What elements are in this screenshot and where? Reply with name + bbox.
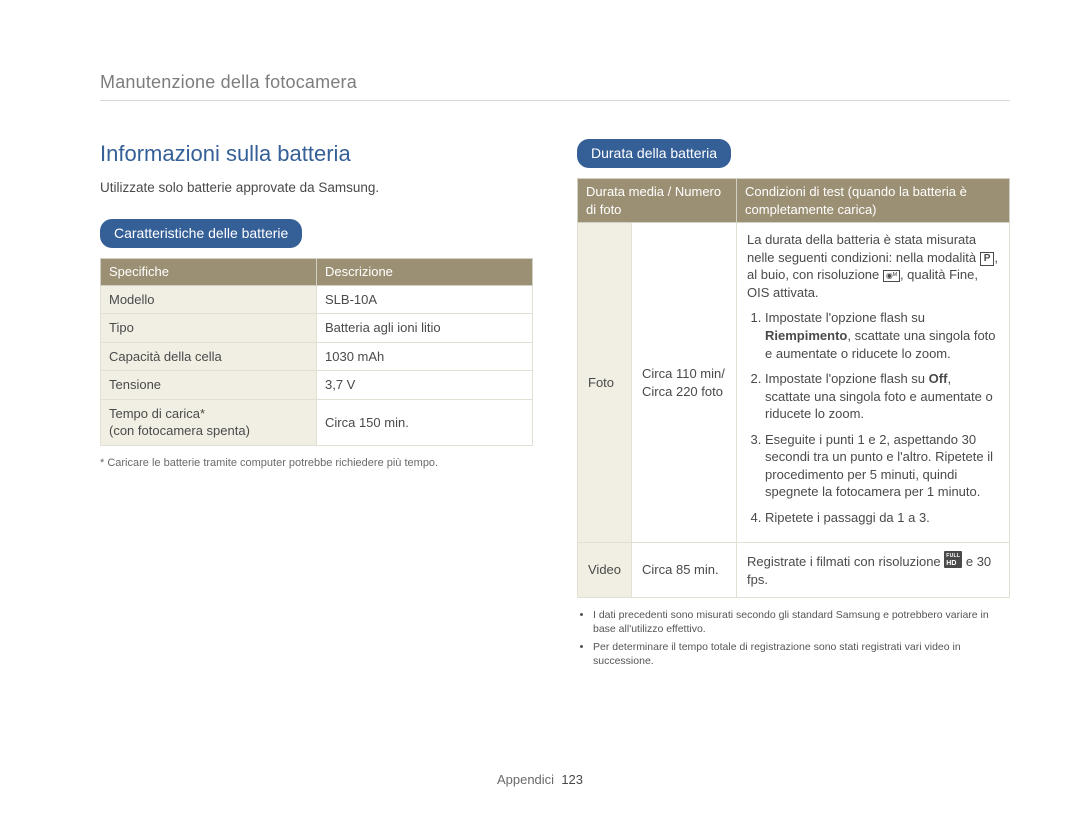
cond-step-4: Ripetete i passaggi da 1 a 3.: [765, 509, 999, 527]
duration-note-2: Per determinare il tempo totale di regis…: [593, 640, 1010, 668]
cond-intro: La durata della batteria è stata misurat…: [747, 231, 999, 301]
dur-cond-video: Registrate i filmati con risoluzione FUL…: [737, 543, 1010, 597]
footer-section: Appendici: [497, 772, 554, 787]
dur-cat-photo: Foto: [578, 223, 632, 543]
full-hd-icon: FULLHD: [944, 551, 962, 568]
spec-header-specs: Specifiche: [101, 259, 317, 286]
spec-header-row: Specifiche Descrizione: [101, 259, 533, 286]
video-cond-a: Registrate i filmati con risoluzione: [747, 554, 944, 569]
cond-step-1: Impostate l'opzione flash su Riempimento…: [765, 309, 999, 362]
content-columns: Informazioni sulla batteria Utilizzate s…: [100, 139, 1010, 672]
spec-header-desc: Descrizione: [317, 259, 533, 286]
cond-steps: Impostate l'opzione flash su Riempimento…: [747, 309, 999, 526]
dur-header-avg: Durata media / Numero di foto: [578, 179, 737, 223]
spec-value: 3,7 V: [317, 371, 533, 400]
dur-val-photo-l1: Circa 110 min/: [642, 366, 725, 381]
spec-label: Tensione: [101, 371, 317, 400]
duration-notes: I dati precedenti sono misurati secondo …: [577, 608, 1010, 669]
pill-battery-specs: Caratteristiche delle batterie: [100, 219, 302, 248]
spec-row: Tipo Batteria agli ioni litio: [101, 314, 533, 343]
spec-label: Capacità della cella: [101, 342, 317, 371]
spec-footnote: * Caricare le batterie tramite computer …: [100, 456, 533, 471]
spec-value: 1030 mAh: [317, 342, 533, 371]
spec-row: Modello SLB-10A: [101, 285, 533, 314]
step2-a: Impostate l'opzione flash su: [765, 371, 929, 386]
resolution-icon: ◉ᴹ: [883, 270, 900, 282]
breadcrumb: Manutenzione della fotocamera: [100, 70, 1010, 101]
spec-row: Capacità della cella 1030 mAh: [101, 342, 533, 371]
pill-battery-life: Durata della batteria: [577, 139, 731, 168]
spec-row: Tempo di carica* (con fotocamera spenta)…: [101, 399, 533, 445]
spec-value: Batteria agli ioni litio: [317, 314, 533, 343]
step1-bold: Riempimento: [765, 328, 847, 343]
cond-step-3: Eseguite i punti 1 e 2, aspettando 30 se…: [765, 431, 999, 501]
spec-label: Modello: [101, 285, 317, 314]
spec-value: Circa 150 min.: [317, 399, 533, 445]
cond-intro-part1: La durata della batteria è stata misurat…: [747, 232, 980, 265]
cond-step-2: Impostate l'opzione flash su Off, scatta…: [765, 370, 999, 423]
dur-row-video: Video Circa 85 min. Registrate i filmati…: [578, 543, 1010, 597]
right-column: Durata della batteria Durata media / Num…: [577, 139, 1010, 672]
left-column: Informazioni sulla batteria Utilizzate s…: [100, 139, 533, 672]
mode-p-icon: P: [980, 252, 995, 266]
dur-row-photo: Foto Circa 110 min/ Circa 220 foto La du…: [578, 223, 1010, 543]
spec-label: Tipo: [101, 314, 317, 343]
dur-val-video: Circa 85 min.: [632, 543, 737, 597]
duration-table: Durata media / Numero di foto Condizioni…: [577, 178, 1010, 597]
dur-cond-photo: La durata della batteria è stata misurat…: [737, 223, 1010, 543]
spec-value: SLB-10A: [317, 285, 533, 314]
dur-val-photo-l2: Circa 220 foto: [642, 384, 723, 399]
page-footer: Appendici 123: [0, 771, 1080, 789]
dur-val-photo: Circa 110 min/ Circa 220 foto: [632, 223, 737, 543]
footer-page-number: 123: [561, 772, 583, 787]
intro-text: Utilizzate solo batterie approvate da Sa…: [100, 179, 533, 197]
dur-header-row: Durata media / Numero di foto Condizioni…: [578, 179, 1010, 223]
spec-row: Tensione 3,7 V: [101, 371, 533, 400]
spec-table: Specifiche Descrizione Modello SLB-10A T…: [100, 258, 533, 446]
step2-bold: Off: [929, 371, 948, 386]
dur-cat-video: Video: [578, 543, 632, 597]
duration-note-1: I dati precedenti sono misurati secondo …: [593, 608, 1010, 636]
dur-header-cond: Condizioni di test (quando la batteria è…: [737, 179, 1010, 223]
step1-a: Impostate l'opzione flash su: [765, 310, 925, 325]
section-title-battery-info: Informazioni sulla batteria: [100, 139, 533, 169]
spec-label: Tempo di carica* (con fotocamera spenta): [101, 399, 317, 445]
